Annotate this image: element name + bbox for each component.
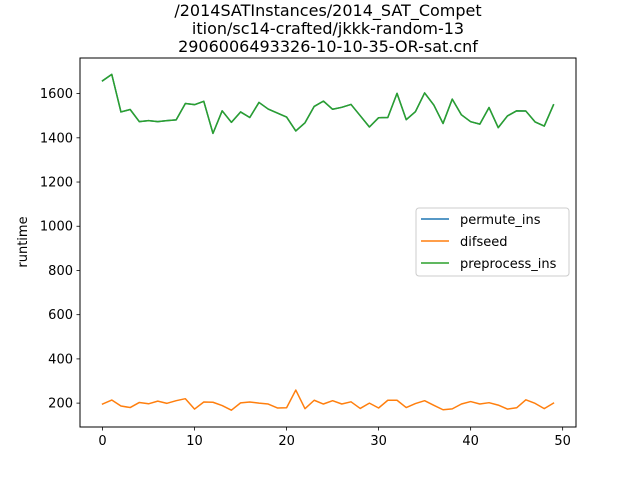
chart-title-line-3: 2906006493326-10-10-35-OR-sat.cnf <box>178 37 478 56</box>
x-axis-ticks: 0 10 20 30 40 50 <box>98 427 571 449</box>
legend-label-permute-ins: permute_ins <box>460 213 541 228</box>
chart-title-line-1: /2014SATInstances/2014_SAT_Compet <box>174 1 481 21</box>
x-tick-label: 30 <box>370 434 387 449</box>
legend-box <box>415 207 570 277</box>
x-tick-label: 40 <box>462 434 479 449</box>
plot-lines <box>101 73 555 411</box>
legend-label-difseed: difseed <box>460 235 507 250</box>
y-tick-label: 400 <box>48 352 73 367</box>
axes-frame <box>79 57 577 428</box>
x-tick-label: 10 <box>186 434 203 449</box>
series-line-preprocess-ins <box>101 73 555 135</box>
x-tick-label: 20 <box>278 434 295 449</box>
y-tick-label: 1200 <box>40 176 73 191</box>
y-tick-label: 200 <box>48 397 73 412</box>
y-axis-ticks: 200 400 600 800 1000 1200 1400 1600 <box>40 87 80 412</box>
y-tick-label: 600 <box>48 308 73 323</box>
chart-title-line-2: ition/sc14-crafted/jkkk-random-13 <box>192 19 464 38</box>
y-tick-label: 1400 <box>40 131 73 146</box>
y-tick-label: 1000 <box>40 220 73 235</box>
series-line-difseed <box>101 389 555 411</box>
y-tick-label: 1600 <box>40 87 73 102</box>
legend-label-preprocess-ins: preprocess_ins <box>460 257 557 272</box>
y-axis-label: runtime <box>16 216 31 267</box>
x-tick-label: 50 <box>554 434 571 449</box>
y-tick-label: 800 <box>48 264 73 279</box>
x-tick-label: 0 <box>98 434 106 449</box>
